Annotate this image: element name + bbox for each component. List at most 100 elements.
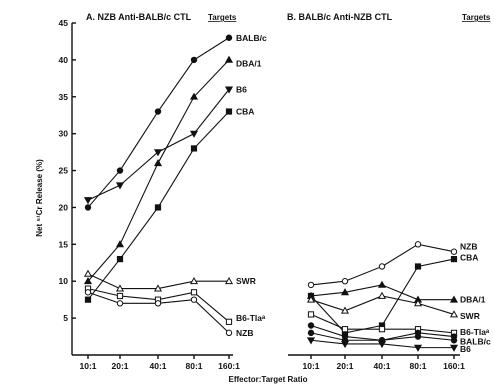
panel-a-point-cba-1 — [116, 255, 124, 263]
panel-b-point-series-7-4 — [450, 333, 458, 340]
panel-a-label-nzb: NZB — [236, 328, 253, 338]
panel-a-series-b6-tla: B6-Tlaᵃ — [84, 285, 266, 325]
panel-b-label-dba-1: DBA/1 — [460, 295, 486, 305]
panel-a-point-nzb-3 — [190, 296, 198, 303]
panel-b-point-balb-c-0 — [307, 322, 315, 329]
panel-b-x-tick-label-0: 10:1 — [302, 361, 319, 371]
panel-a-point-cba-3 — [190, 145, 198, 152]
panel-b-x-tick-label-4: 160:1 — [443, 361, 465, 371]
panel-b-point-nzb-2 — [378, 263, 386, 270]
panel-a-series-balb-c: BALB/c — [84, 33, 267, 211]
panel-a-point-swr-2 — [153, 284, 163, 292]
panel-a-point-b6-3 — [189, 130, 199, 138]
panel-a-point-balb-c-1 — [116, 167, 124, 174]
panel-b-x-tick-label-3: 80:1 — [409, 361, 426, 371]
panel-a-y-tick-label-35: 35 — [59, 92, 69, 102]
panel-b-point-dba-1-4 — [449, 295, 459, 303]
panel-b-point-swr-1 — [340, 306, 350, 314]
panel-a-point-cba-0 — [84, 296, 92, 303]
panel-b-series-series-7 — [307, 329, 458, 344]
panel-a-point-b6-4 — [224, 86, 234, 94]
panel-a-series-swr: SWR — [83, 269, 256, 292]
panel-b-point-nzb-1 — [341, 278, 349, 285]
panel-a-point-cba-4 — [225, 108, 233, 115]
panel-a-point-dba-1-2 — [153, 158, 163, 167]
panel-a-line-balb-c — [87, 37, 230, 208]
panel-a-x-tick-label-0: 10:1 — [79, 361, 96, 371]
panel-a-plot: 5 10 15 20 25 30 35 40 45 10:1 20:1 40:1 80:1 160:1 BA… — [59, 18, 267, 371]
panel-b-point-b6-3 — [413, 344, 423, 352]
panel-b-point-b6-tla-2 — [378, 326, 386, 333]
panel-b-point-dba-1-1 — [340, 288, 350, 296]
panel-a-y-tick-label-10: 10 — [59, 276, 69, 286]
panel-b-point-series-7-3 — [414, 329, 422, 337]
panel-b-point-nzb-4 — [450, 248, 458, 255]
panel-b-label-b6-tla: B6-Tlaᵃ — [460, 327, 490, 337]
panel-a-point-nzb-2 — [154, 300, 162, 307]
panel-a-y-tick-label-45: 45 — [59, 18, 69, 28]
panel-a-label-swr: SWR — [236, 276, 256, 286]
panel-a-label-dba-1: DBA/1 — [236, 59, 262, 69]
panel-a-label-cba: CBA — [236, 107, 254, 117]
panel-b-point-swr-0 — [306, 295, 316, 303]
panel-a-point-swr-4 — [224, 277, 234, 285]
panel-b-point-cba-3 — [414, 263, 422, 270]
panel-a-series-nzb: NZB — [84, 289, 253, 338]
panel-a-point-b6-1 — [115, 182, 125, 190]
panel-a-y-tick-label-20: 20 — [59, 202, 69, 212]
panel-b-series-b6-tla: B6-Tlaᵃ — [307, 311, 490, 337]
panel-a-point-balb-c-2 — [154, 108, 162, 115]
panel-a-point-b6-tla-3 — [190, 289, 198, 296]
panel-a-point-b6-2 — [153, 149, 163, 157]
panel-b-point-cba-4 — [450, 255, 458, 263]
panel-b-point-series-7-1 — [341, 337, 349, 344]
y-axis-title: Net ⁵¹Cr Release (%) — [35, 159, 44, 237]
panel-b-point-series-7-0 — [307, 329, 315, 337]
panel-a-point-balb-c-3 — [190, 56, 198, 64]
panel-a-point-b6-tla-4 — [225, 318, 233, 325]
panel-b-label-balb-c: BALB/c — [460, 337, 491, 347]
panel-b-point-nzb-3 — [414, 241, 422, 248]
panel-a-targets-label: Targets — [208, 13, 237, 22]
panel-b-series-b6: B6 — [306, 337, 471, 354]
panel-a-y-tick-label-40: 40 — [59, 55, 69, 65]
panel-a-point-cba-2 — [154, 204, 162, 211]
panel-b-label-swr: SWR — [460, 311, 480, 321]
panel-a-point-swr-0 — [83, 269, 93, 277]
panel-a-x-tick-label-4: 160:1 — [218, 361, 240, 371]
panel-a-title: A. NZB Anti-BALB/c CTL — [86, 12, 192, 22]
panel-a-line-dba-1 — [87, 59, 230, 282]
panel-a-point-nzb-1 — [116, 300, 124, 307]
panel-a-series-b6: B6 — [83, 84, 247, 205]
panel-a-point-b6-0 — [83, 197, 93, 205]
x-axis-title: Effector:Target Ratio — [229, 375, 308, 384]
panel-a-point-nzb-4 — [225, 329, 233, 337]
panel-b-label-b6: B6 — [460, 344, 471, 354]
panel-a-x-tick-label-1: 20:1 — [111, 361, 128, 371]
panel-b-point-b6-4 — [449, 344, 459, 352]
panel-a-point-dba-1-4 — [224, 55, 234, 63]
panel-a-point-nzb-0 — [84, 289, 92, 296]
panel-b-targets-label: Targets — [462, 13, 491, 22]
panel-a-y-tick-label-30: 30 — [59, 129, 69, 139]
panel-a-point-b6-tla-1 — [116, 292, 124, 300]
panel-a-x-tick-label-3: 80:1 — [185, 361, 202, 371]
panel-a-point-swr-1 — [115, 284, 125, 292]
panel-b-point-dba-1-2 — [377, 280, 387, 288]
panel-b-point-b6-0 — [306, 337, 316, 345]
panel-a-y-tick-label-5: 5 — [63, 313, 68, 323]
panel-a-y-tick-label-15: 15 — [59, 239, 69, 249]
panel-a-series-cba: CBA — [84, 107, 254, 303]
panel-a-point-swr-3 — [189, 277, 199, 285]
panel-b-label-nzb: NZB — [460, 242, 477, 252]
panel-a-x-tick-label-2: 40:1 — [149, 361, 166, 371]
panel-b-point-swr-2 — [377, 291, 387, 299]
panel-b-label-cba: CBA — [460, 253, 478, 263]
panel-b-point-swr-4 — [449, 310, 459, 318]
panel-a-point-dba-1-0 — [83, 277, 93, 285]
panel-b-series-swr: SWR — [306, 291, 480, 321]
panel-b-x-tick-label-1: 20:1 — [336, 361, 353, 371]
panel-a-series-dba-1: DBA/1 — [83, 55, 262, 285]
